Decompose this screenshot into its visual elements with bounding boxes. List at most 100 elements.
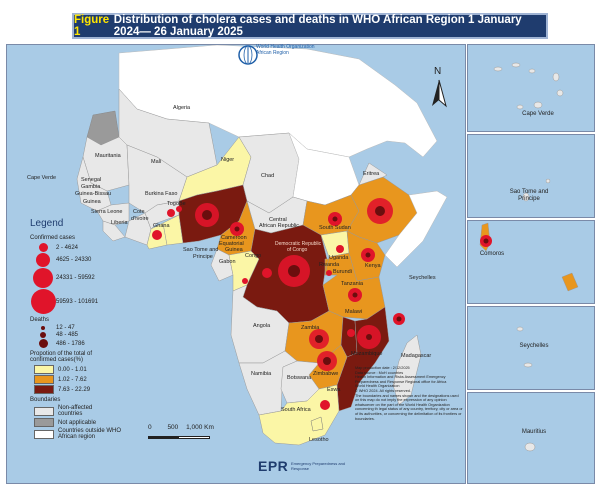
country-eritrea	[358, 162, 388, 186]
epr-logo: EPR	[258, 458, 289, 474]
main-map: Algeria Mauritania Mali Niger Chad Seneg…	[6, 44, 466, 484]
label-benin: Be	[179, 201, 186, 207]
inset-cape-verde: Cape Verde	[467, 44, 595, 132]
label-guinea-bissau: Guinea-Bissau	[75, 191, 111, 197]
death-bubble-cameroon	[234, 226, 240, 232]
note-unit: Health Information and Risks Assessment …	[355, 375, 447, 384]
label-burundi: Burundi	[333, 269, 352, 275]
country-lesotho	[310, 416, 324, 432]
legend-boundary-label: Not applicable	[58, 419, 97, 426]
epr-subtitle: Emergency Preparedness and Response	[291, 461, 346, 471]
label-zimbabwe: Zimbabwe	[313, 371, 338, 377]
label-guinea: Guinea	[83, 199, 102, 205]
label-seychelles: Seychelles	[409, 275, 436, 281]
death-size-icon	[38, 339, 48, 348]
legend-boundary-row: Non-affected countries	[30, 405, 140, 417]
label-senegal: Senegal	[81, 177, 101, 183]
country-sierra-liberia	[102, 220, 126, 242]
death-bubble-comoros	[396, 316, 402, 322]
label-cote: Cote	[133, 209, 145, 215]
map-note: Map production date : 2/12/2025 Data sou…	[355, 366, 463, 421]
label-uganda: Uganda	[329, 255, 349, 261]
label-cameroon: Cameroon	[221, 235, 247, 241]
death-bubble-zambia	[315, 335, 323, 343]
label-eq-guinea2: Guinea	[225, 247, 244, 253]
label-botswana: Botswana	[287, 375, 312, 381]
legend-proportion-row: 7.63 - 22.29	[30, 385, 140, 394]
label-south-sudan: South Sudan	[319, 225, 351, 231]
death-size-icon	[41, 326, 45, 330]
legend-deaths-heading: Deaths	[30, 317, 50, 323]
case-bubble-burundi	[326, 270, 332, 276]
label-angola: Angola	[253, 323, 271, 329]
legend-case-label: 59593 - 101691	[56, 298, 99, 305]
death-bubble-zimbabwe	[323, 357, 331, 365]
note-disclaimer: The boundaries and names shown and the d…	[355, 393, 463, 421]
who-logo-text: World Health Organization African Region	[256, 44, 315, 56]
inset-comoros: Comoros	[467, 220, 595, 304]
country-labels: Algeria Mauritania Mali Niger Chad Seneg…	[27, 105, 436, 443]
legend-case-label: 24331 - 59592	[56, 275, 95, 281]
outside-region-somalia	[384, 190, 448, 268]
death-bubble-nigeria	[202, 210, 212, 220]
case-bubble-south-africa	[320, 400, 330, 410]
country-tanzania	[322, 252, 386, 320]
case-bubble-benin	[176, 206, 182, 212]
cape-verde-islands	[493, 62, 564, 110]
case-size-icon	[30, 289, 56, 314]
legend: Legend Confirmed cases 2 - 4624 4625 - 2…	[30, 218, 140, 441]
label-mali: Mali	[151, 159, 161, 165]
label-madagascar: Madagascar	[401, 353, 431, 359]
label-burkina: Burkina Faso	[145, 191, 177, 197]
figure-title: Figure 1 Distribution of cholera cases a…	[72, 13, 548, 39]
figure-label: Figure 1	[74, 14, 110, 38]
death-bubble-mozambique	[366, 334, 372, 340]
label-eq-guinea: Equatorial	[219, 241, 244, 247]
swatch-yellow	[34, 365, 54, 374]
inset-label-mauritius: Mauritius	[521, 429, 547, 435]
case-bubble-uganda	[336, 245, 344, 253]
legend-case-row: 2 - 4624	[30, 243, 140, 252]
label-tanzania: Tanzania	[341, 281, 364, 287]
figure-title-text: Distribution of cholera cases and deaths…	[113, 14, 522, 38]
swatch-non-affected	[34, 406, 54, 416]
inset-seychelles: Seychelles	[467, 306, 595, 390]
mauritius-islands	[524, 442, 536, 452]
label-eswatini: Eswa	[327, 387, 341, 393]
legend-proportion-row: 1.02 - 7.62	[30, 375, 140, 384]
legend-death-label: 486 - 1786	[56, 340, 85, 347]
case-bubble-malawi	[347, 329, 355, 337]
seychelles-islands	[516, 326, 533, 368]
legend-boundary-row: Countries outside WHO African region	[30, 428, 140, 440]
legend-proportion-label: 0.00 - 1.01	[58, 366, 87, 373]
scale-label-0: 0	[148, 424, 152, 431]
legend-boundary-row: Not applicable	[30, 418, 140, 427]
legend-case-label: 2 - 4624	[56, 244, 79, 251]
scale-label-500: 500	[167, 424, 179, 431]
legend-death-row: 48 - 485	[30, 332, 140, 338]
case-size-icon	[38, 243, 48, 252]
case-bubble-ghana	[152, 230, 162, 240]
legend-death-row: 12 - 47	[30, 325, 140, 331]
label-niger: Niger	[221, 157, 234, 163]
scale-label-1000: 1,000 Km	[186, 424, 214, 431]
label-malawi: Malawi	[345, 309, 362, 315]
case-bubble-togo	[167, 209, 175, 217]
note-copyright: © WHO 2024. All rights reserved.	[355, 388, 411, 393]
death-bubbles	[202, 206, 402, 365]
label-mozambique: Mozambique	[351, 351, 383, 357]
label-sao-tome1: Sao Tome and	[183, 247, 218, 253]
legend-case-row: 4625 - 24330	[30, 253, 140, 267]
label-liberia: Liberia	[111, 220, 128, 226]
death-bubble-kenya	[365, 252, 371, 258]
swatch-not-applicable	[34, 418, 54, 427]
case-bubble-angola	[262, 268, 272, 278]
legend-cases-heading: Confirmed cases	[30, 235, 76, 241]
label-south-africa: South Africa	[281, 407, 312, 413]
death-size-icon	[40, 332, 46, 338]
scale-bar	[148, 436, 210, 439]
legend-death-label: 48 - 485	[56, 332, 79, 338]
legend-case-row: 24331 - 59592	[30, 268, 140, 288]
note-source: Data source : MoH countries	[355, 370, 404, 375]
death-bubble-south-sudan	[332, 216, 338, 222]
